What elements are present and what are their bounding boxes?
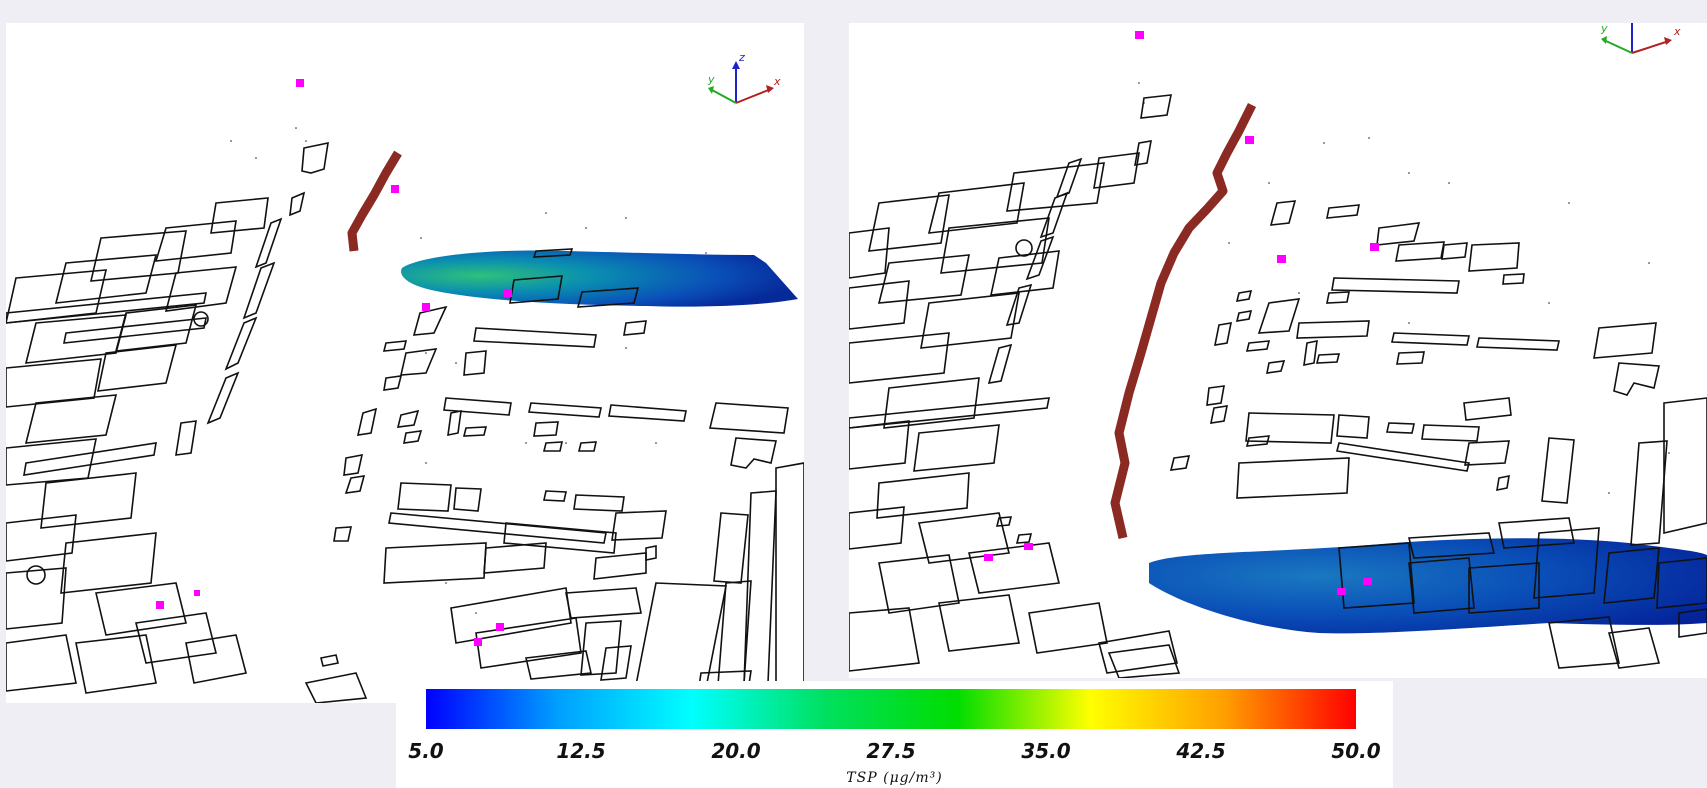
ground-points — [230, 127, 707, 614]
colorbar-tick-label: 27.5 — [866, 739, 916, 763]
ground-points — [1138, 82, 1670, 494]
colorbar-tick-label: 50.0 — [1331, 739, 1381, 763]
y-axis-label: y — [707, 73, 715, 86]
left-3d-view: z x y — [6, 23, 804, 703]
x-axis-label: x — [1673, 25, 1681, 38]
buildings-west — [6, 141, 368, 703]
buildings-east — [333, 248, 804, 703]
colorbar-tick-label: 35.0 — [1021, 739, 1071, 763]
pollution-plume — [401, 250, 798, 307]
axes-triad: x y — [1600, 23, 1681, 54]
road-segment — [1110, 102, 1257, 540]
colorbar-gradient — [426, 689, 1356, 729]
sensor-markers — [984, 31, 1379, 595]
right-3d-view: x y — [849, 23, 1707, 678]
left-scene: z x y — [6, 51, 804, 703]
buildings-west — [849, 94, 1178, 674]
y-axis-label: y — [1600, 23, 1608, 35]
axes-triad: z x y — [707, 51, 781, 104]
colorbar-tick-label: 12.5 — [556, 739, 606, 763]
x-axis-label: x — [773, 75, 781, 88]
colorbar-title: TSP (μg/m³) — [846, 770, 943, 786]
colorbar-tick-label: 20.0 — [711, 739, 761, 763]
right-scene: x y — [849, 23, 1707, 678]
z-axis-label: z — [738, 51, 745, 64]
pollution-plume — [1149, 538, 1707, 634]
road-segment — [347, 150, 402, 252]
colorbar-tick-label: 5.0 — [408, 739, 444, 763]
colorbar-legend: TSP (μg/m³) 5.0 12.5 20.0 27.5 35.0 42.5 50.0 — [396, 681, 1393, 788]
colorbar-tick-label: 42.5 — [1176, 739, 1226, 763]
buildings-east — [1107, 200, 1707, 678]
sensor-markers — [156, 79, 512, 646]
